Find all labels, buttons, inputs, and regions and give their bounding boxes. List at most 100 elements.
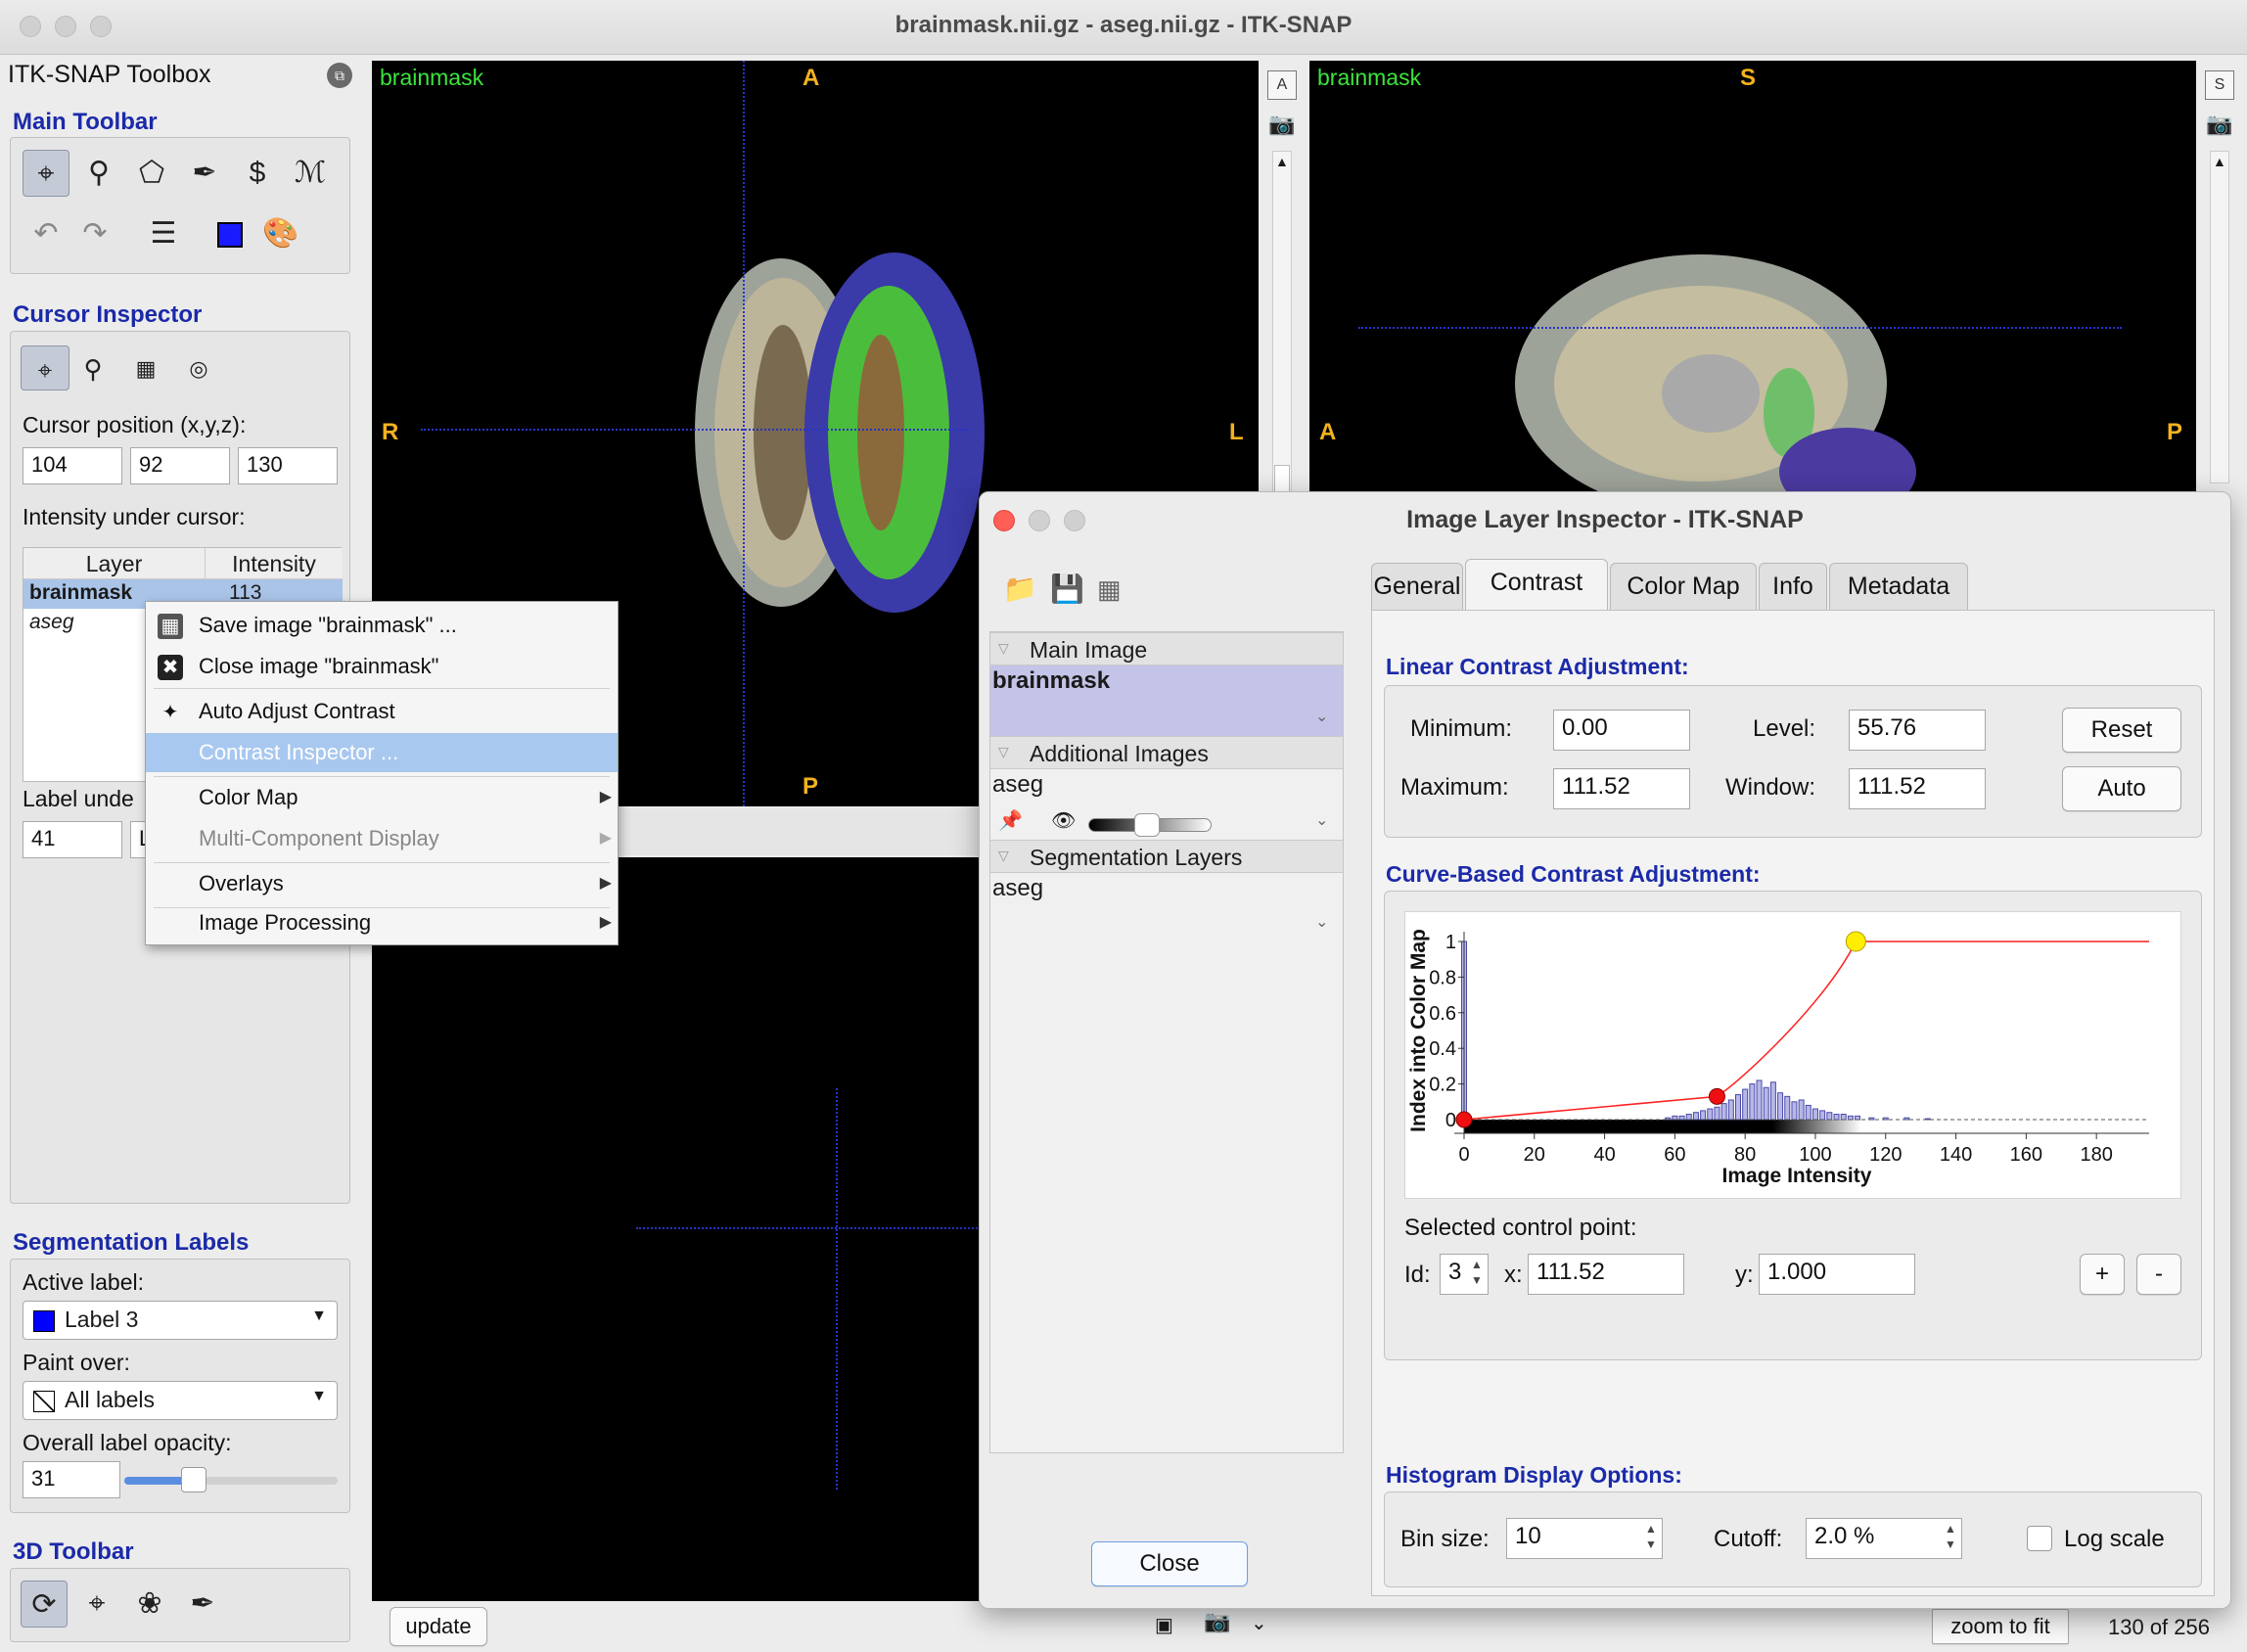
eye-icon[interactable]: 👁 [1051, 810, 1077, 832]
zoom-to-fit-button[interactable]: zoom to fit [1932, 1609, 2069, 1644]
control-point[interactable] [1708, 1087, 1725, 1105]
cursor-z-field[interactable]: 130 [238, 447, 338, 484]
dialog-close-button[interactable] [993, 510, 1015, 531]
layout-mode-icon[interactable]: ▦ [135, 356, 157, 381]
open-folder-icon[interactable]: 📁 [1003, 574, 1037, 604]
opacity-field[interactable]: 31 [23, 1461, 120, 1498]
window-field[interactable]: 111.52 [1849, 768, 1986, 809]
chevron-down-icon[interactable]: ⌄ [1315, 812, 1329, 829]
redo-icon[interactable]: ↷ [82, 217, 108, 250]
table-row[interactable]: aseg [23, 609, 343, 638]
layer-item-brainmask[interactable]: brainmask ⌄ [990, 665, 1343, 736]
level-field[interactable]: 55.76 [1849, 710, 1986, 751]
layer-item-segmentation-aseg[interactable]: aseg ⌄ [990, 873, 1343, 943]
main-image-header[interactable]: Main Image [990, 632, 1343, 665]
scalpel-3d-icon[interactable]: ✒ [190, 1587, 215, 1620]
segmentation-layers-header[interactable]: Segmentation Layers [990, 840, 1343, 873]
reset-button[interactable]: Reset [2062, 708, 2181, 753]
log-scale-checkbox[interactable] [2027, 1526, 2052, 1551]
paint-over-select[interactable]: All labels ▼ [23, 1381, 338, 1420]
cursor-mode-icon[interactable]: ⌖ [21, 345, 69, 390]
tab-contrast[interactable]: Contrast [1465, 559, 1608, 610]
scroll-up-icon[interactable]: ▲ [2213, 154, 2226, 169]
camera-icon[interactable]: 📷 [1268, 112, 1296, 136]
add-control-point-button[interactable]: + [2080, 1254, 2125, 1295]
tab-color-map[interactable]: Color Map [1610, 563, 1757, 610]
tab-info[interactable]: Info [1759, 563, 1827, 610]
menu-item-close-image[interactable]: ✖ Close image "brainmask" [146, 647, 618, 686]
menu-item-save-image[interactable]: ▦ Save image "brainmask" ... [146, 606, 618, 645]
menu-item-overlays[interactable]: Overlays ▶ [146, 864, 618, 903]
spinner-arrows-icon[interactable]: ▲ ▼ [1945, 1522, 1956, 1551]
layer-item-aseg[interactable]: aseg 📌 👁 ⌄ [990, 769, 1343, 840]
layout-icon[interactable]: ▦ [1097, 574, 1122, 604]
axial-layout-button[interactable]: A [1267, 70, 1297, 100]
tab-metadata[interactable]: Metadata [1829, 563, 1968, 610]
close-window-button[interactable] [20, 16, 41, 37]
rotate-3d-icon[interactable]: ⟳ [21, 1581, 68, 1628]
collapse-icon[interactable]: ▽ [998, 848, 1009, 863]
collapse-icon[interactable]: ▽ [998, 744, 1009, 759]
additional-images-header[interactable]: Additional Images [990, 736, 1343, 769]
spinner-arrows-icon[interactable]: ▲ ▼ [1645, 1522, 1657, 1551]
minimize-window-button[interactable] [55, 16, 76, 37]
control-point-y-field[interactable]: 1.000 [1759, 1254, 1915, 1295]
chevron-down-icon[interactable]: ⌄ [1315, 914, 1329, 931]
control-point[interactable] [1845, 931, 1866, 952]
undo-icon[interactable]: ↶ [33, 217, 59, 250]
camera-icon[interactable]: 📷 [2206, 112, 2233, 136]
remove-control-point-button[interactable]: - [2136, 1254, 2181, 1295]
zoom-mode-icon[interactable]: ⚲ [83, 354, 103, 384]
sagittal-layout-button[interactable]: S [2205, 70, 2234, 100]
camera-icon[interactable]: 📷 [1204, 1609, 1231, 1633]
cutoff-spinner[interactable]: 2.0 % ▲ ▼ [1806, 1518, 1962, 1559]
label-color-icon[interactable] [206, 210, 253, 257]
layer-opacity-slider[interactable] [1088, 813, 1212, 837]
maximum-field[interactable]: 111.52 [1553, 768, 1690, 809]
update-button[interactable]: update [390, 1607, 487, 1646]
bin-size-spinner[interactable]: 10 ▲ ▼ [1506, 1518, 1663, 1559]
snake-tool-icon[interactable]: $ [249, 157, 266, 189]
cursor-y-field[interactable]: 92 [130, 447, 230, 484]
layer-opacity-handle[interactable] [1134, 813, 1160, 837]
dialog-zoom-button[interactable] [1064, 510, 1085, 531]
menu-item-auto-contrast[interactable]: ✦ Auto Adjust Contrast [146, 692, 618, 731]
menu-item-image-processing[interactable]: Image Processing ▶ [146, 903, 618, 942]
control-point[interactable] [1455, 1111, 1473, 1128]
contrast-curve-chart[interactable]: 0 20 40 60 80 100 120 140 160 180 0 0.2 0.4 0.6 0.8 1 Im… [1404, 911, 2181, 1199]
active-label-select[interactable]: Label 3 ▼ [23, 1301, 338, 1340]
zoom-tool-icon[interactable]: ⚲ [88, 157, 110, 189]
scroll-up-icon[interactable]: ▲ [1275, 154, 1289, 169]
control-point-id-spinner[interactable]: 3 ▲ ▼ [1440, 1254, 1489, 1295]
close-button[interactable]: Close [1091, 1541, 1248, 1586]
crosshair-3d-icon[interactable]: ⌖ [88, 1587, 106, 1620]
3d-icon[interactable]: ▣ [1155, 1615, 1173, 1636]
crosshair-tool-icon[interactable]: ⌖ [23, 150, 69, 197]
save-icon[interactable]: 💾 [1050, 574, 1084, 604]
undock-icon[interactable]: ⧉ [327, 63, 352, 88]
menu-item-color-map[interactable]: Color Map ▶ [146, 778, 618, 817]
menu-item-contrast-inspector[interactable]: Contrast Inspector ... [146, 733, 618, 772]
sync-mode-icon[interactable]: ◎ [189, 356, 208, 381]
zoom-window-button[interactable] [90, 16, 112, 37]
auto-button[interactable]: Auto [2062, 766, 2181, 811]
minimum-field[interactable]: 0.00 [1553, 710, 1690, 751]
paintbrush-tool-icon[interactable]: ✒ [192, 157, 217, 189]
palette-icon[interactable]: 🎨 [262, 217, 299, 250]
sagittal-slice-scrollbar[interactable]: ▲ [2210, 151, 2229, 483]
opacity-slider-handle[interactable] [181, 1467, 206, 1492]
opacity-slider[interactable] [124, 1467, 338, 1492]
annotation-tool-icon[interactable]: ℳ [294, 157, 327, 189]
dialog-minimize-button[interactable] [1029, 510, 1050, 531]
sagittal-view[interactable]: brainmask S A P [1309, 61, 2196, 491]
cursor-x-field[interactable]: 104 [23, 447, 122, 484]
polygon-tool-icon[interactable]: ⬠ [138, 157, 165, 189]
layers-icon[interactable]: ☰ [150, 217, 177, 250]
pin-icon[interactable]: 📌 [998, 810, 1023, 832]
spinner-arrows-icon[interactable]: ▲ ▼ [1471, 1258, 1483, 1287]
label-under-field[interactable]: 41 [23, 821, 122, 858]
collapse-icon[interactable]: ▽ [998, 640, 1009, 656]
spray-3d-icon[interactable]: ❀ [137, 1587, 162, 1620]
chevron-down-icon[interactable]: ⌄ [1251, 1613, 1267, 1634]
chevron-down-icon[interactable]: ⌄ [1315, 709, 1329, 725]
